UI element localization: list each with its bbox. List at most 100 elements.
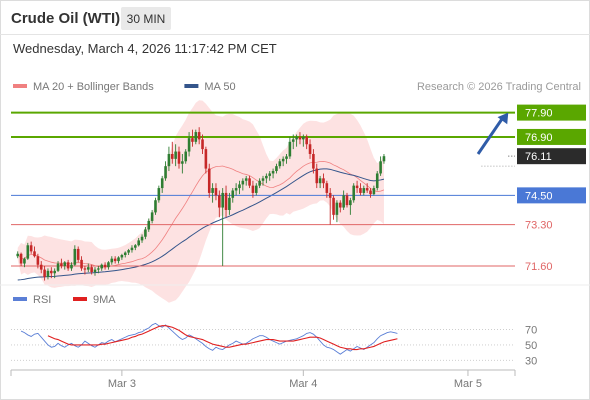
candle-body [211,188,214,193]
candle-body [120,255,124,258]
candle-body [60,263,63,266]
candle-body [39,264,43,270]
candle-body [29,245,33,252]
candle-body [86,267,90,270]
candle-body [244,178,248,181]
candle-body [302,136,305,140]
candle-body [338,202,342,208]
candle-body [26,245,30,259]
candle-body [154,200,157,213]
attribution-text: Research © 2026 Trading Central [417,81,581,93]
resistance-level-tag [517,104,586,121]
candle-body [352,185,356,201]
candle-body [254,185,258,193]
candle-body [328,192,332,198]
rsi-ma-line [47,325,398,351]
candle-body [231,190,235,198]
candle-body [238,184,241,189]
candle-body [63,262,67,266]
candle-body [50,270,53,274]
timeframe-button[interactable]: 30 MIN [121,7,171,30]
candle-body [187,138,191,152]
x-axis-label: Mar 5 [454,378,482,390]
candle-body [23,258,26,264]
candle-body [207,168,211,193]
candle-body [90,267,93,273]
candle-body [295,136,298,140]
candle-body [342,195,345,208]
x-axis-label: Mar 3 [108,378,136,390]
rsi-tick-label: 70 [525,325,537,337]
candle-body [167,153,171,167]
candle-body [335,202,339,215]
candle-body [194,132,198,142]
candle-body [224,192,228,210]
candle-body [36,256,40,265]
x-axis-label: Mar 4 [289,378,317,390]
candle-body [33,251,36,257]
candle-body [127,250,130,253]
support-level-label: 73.30 [525,220,553,232]
candle-body [16,253,20,257]
header-divider [0,34,590,35]
candle-body [123,252,127,256]
candle-body [251,185,255,193]
ma20-line [17,161,385,268]
candle-body [285,156,288,159]
candle-body [355,185,359,189]
candle-body [147,220,151,230]
bollinger-band [17,100,384,303]
rsi-tick-label: 30 [525,355,537,367]
pivot-level-label: 74.50 [525,190,553,202]
candle-body [221,192,224,208]
candle-body [53,270,56,274]
candle-body [140,236,144,241]
candle-body [288,141,292,157]
candle-body [312,153,315,169]
rsi-line [20,322,398,355]
candle-body [113,258,117,262]
candle-body [372,188,376,195]
candle-body [369,190,372,195]
candle-body [100,264,104,269]
candle-body [80,259,83,269]
candle-body [107,262,110,268]
candle-body [278,161,282,167]
ma50-line [17,168,385,281]
candle-body [170,153,174,159]
resistance-level-label: 77.90 [525,108,553,120]
candle-body [93,269,97,273]
candle-body [76,248,80,260]
candle-body [379,161,382,174]
candle-body [70,264,73,269]
rsi-legend-label: RSI [33,294,51,306]
rsi-legend-swatch [73,297,87,301]
candle-body [365,188,369,191]
candle-body [181,161,184,164]
candle-body [117,257,120,262]
candle-body [191,138,194,142]
timestamp: Wednesday, March 4, 2026 11:17:42 PM CET [13,41,277,56]
candle-body [43,269,46,277]
forecast-arrow-head [497,112,509,125]
candle-body [218,195,221,208]
candle-body [261,178,265,181]
legend-swatch [184,84,199,88]
candle-body [157,188,161,201]
rsi-legend-swatch [13,297,27,301]
candle-body [234,188,238,191]
candle-body [201,139,204,150]
candle-body [150,212,154,221]
candle-body [281,158,285,162]
candle-body [258,180,261,186]
candle-body [214,188,218,196]
candle-body [130,247,134,251]
candle-body [56,263,60,271]
candle-body [362,188,366,193]
resistance-level-label: 76.90 [525,132,553,144]
candle-body [248,178,251,186]
candle-body [177,151,181,164]
resistance-level-tag [517,128,586,145]
instrument-title: Crude Oil (WTI) [11,10,121,27]
candle-body [160,178,164,189]
